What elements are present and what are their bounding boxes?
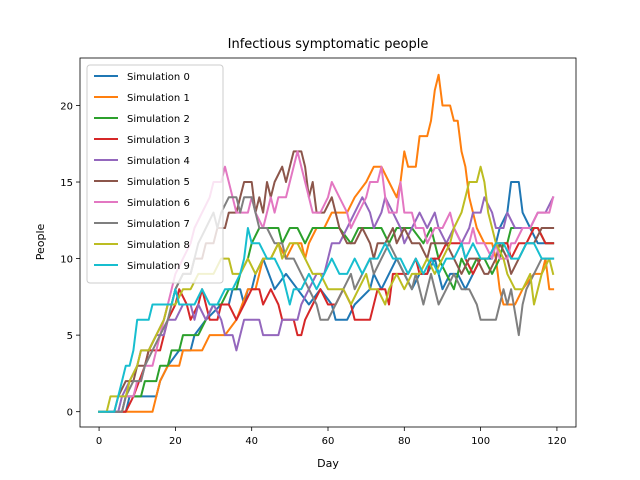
legend-entry: Simulation 8 xyxy=(127,240,190,251)
x-tick-label: 80 xyxy=(398,436,411,447)
x-tick-label: 120 xyxy=(547,436,566,447)
legend-entry: Simulation 2 xyxy=(127,114,190,125)
legend-entry: Simulation 7 xyxy=(127,219,190,230)
x-axis: 0 20 40 60 80 100 120 xyxy=(96,427,566,447)
series-line-9 xyxy=(98,227,555,413)
legend-entry: Simulation 5 xyxy=(127,177,190,188)
y-axis-label: People xyxy=(34,223,47,260)
x-tick-label: 40 xyxy=(245,436,258,447)
x-tick-label: 20 xyxy=(169,436,182,447)
legend-entry: Simulation 9 xyxy=(127,261,190,272)
legend: Simulation 0 Simulation 1 Simulation 2 Simu… xyxy=(86,64,224,284)
legend-entry: Simulation 0 xyxy=(127,72,190,83)
series-line-2 xyxy=(98,227,555,413)
y-tick-label: 0 xyxy=(67,408,73,419)
chart-title: Infectious symptomatic people xyxy=(228,37,429,52)
y-tick-label: 15 xyxy=(60,178,73,189)
y-tick-label: 20 xyxy=(60,101,73,112)
x-tick-label: 100 xyxy=(471,436,490,447)
legend-entry: Simulation 3 xyxy=(127,135,190,146)
y-axis: 0 5 10 15 20 xyxy=(60,101,80,419)
legend-box xyxy=(86,64,224,284)
y-tick-label: 10 xyxy=(60,255,73,266)
legend-entry: Simulation 6 xyxy=(127,198,190,209)
legend-entry: Simulation 4 xyxy=(127,156,190,167)
y-tick-label: 5 xyxy=(67,331,73,342)
legend-entry: Simulation 1 xyxy=(127,93,190,104)
series-line-1 xyxy=(98,73,555,413)
x-tick-label: 60 xyxy=(322,436,335,447)
x-axis-label: Day xyxy=(317,457,339,470)
x-tick-label: 0 xyxy=(96,436,102,447)
